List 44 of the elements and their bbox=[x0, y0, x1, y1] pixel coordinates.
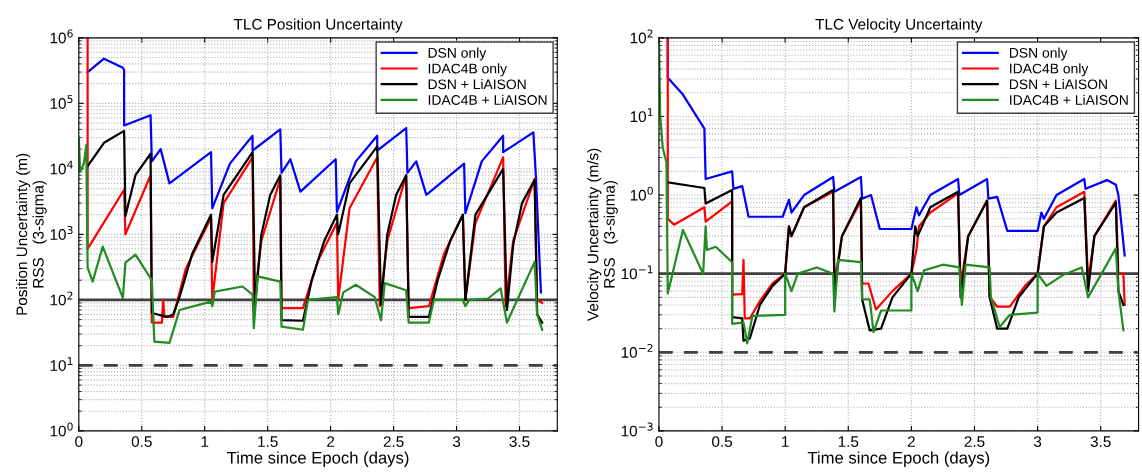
x-tick-label: 2 bbox=[327, 436, 335, 447]
x-axis-title: Time since Epoch (days) bbox=[227, 451, 409, 467]
legend-label: DSN + LiAISON bbox=[428, 79, 526, 90]
x-tick-label: 3.5 bbox=[509, 436, 530, 447]
x-tick-label: 3.5 bbox=[1090, 436, 1111, 447]
legend-label: IDAC4B only bbox=[428, 63, 508, 77]
y-tick-label: 10$^{4}$ bbox=[50, 160, 73, 175]
y-tick-label: 10$^{6}$ bbox=[50, 29, 73, 44]
y-tick-label: 10$^{0}$ bbox=[50, 422, 73, 437]
y-tick-label: 10$^{−2}$ bbox=[621, 343, 653, 358]
x-tick-label: 2.5 bbox=[964, 436, 985, 447]
x-tick-label: 1 bbox=[201, 436, 209, 447]
y-axis-title: Velocity Uncertainty (m/s) RSS (3-sigma) bbox=[587, 148, 618, 321]
x-tick-label: 0 bbox=[655, 436, 663, 447]
y-tick-label: 10$^{−1}$ bbox=[621, 265, 653, 280]
x-tick-label: 1.5 bbox=[258, 436, 278, 447]
legend-label: DSN only bbox=[428, 47, 487, 61]
legend-label: IDAC4B + LiAISON bbox=[428, 94, 547, 105]
y-tick-label: 10$^{1}$ bbox=[630, 108, 653, 123]
y-tick-label: 10$^{0}$ bbox=[630, 186, 653, 201]
chart-title: TLC Position Uncertainty bbox=[233, 18, 403, 33]
x-tick-label: 3 bbox=[452, 436, 461, 447]
legend-label: DSN only bbox=[1009, 47, 1068, 61]
x-tick-label: 1 bbox=[782, 436, 789, 447]
y-tick-label: 10$^{2}$ bbox=[50, 291, 73, 306]
y-axis-title: Position Uncertainty (m) RSS (3-sigma) bbox=[16, 153, 47, 315]
chart-title: TLC Velocity Uncertainty bbox=[815, 18, 983, 33]
x-tick-label: 0.5 bbox=[712, 436, 733, 447]
x-tick-label: 2 bbox=[907, 436, 915, 447]
y-tick-label: 10$^{5}$ bbox=[50, 95, 73, 109]
y-tick-label: 10$^{−3}$ bbox=[621, 422, 653, 437]
legend-label: IDAC4B only bbox=[1010, 63, 1089, 77]
legend-label: IDAC4B + LiAISON bbox=[1010, 94, 1128, 105]
x-axis-title: Time since Epoch (days) bbox=[807, 451, 990, 467]
y-tick-label: 10$^{1}$ bbox=[50, 357, 73, 371]
y-tick-label: 10$^{3}$ bbox=[50, 226, 73, 240]
x-tick-label: 3 bbox=[1033, 436, 1042, 447]
x-tick-label: 1.5 bbox=[838, 436, 859, 447]
line-series bbox=[666, 181, 1125, 342]
y-tick-label: 10$^{2}$ bbox=[630, 29, 653, 44]
legend-label: DSN + LiAISON bbox=[1009, 79, 1107, 90]
x-tick-label: 0 bbox=[75, 436, 83, 447]
x-tick-label: 2.5 bbox=[383, 436, 404, 447]
x-tick-label: 0.5 bbox=[131, 436, 152, 447]
